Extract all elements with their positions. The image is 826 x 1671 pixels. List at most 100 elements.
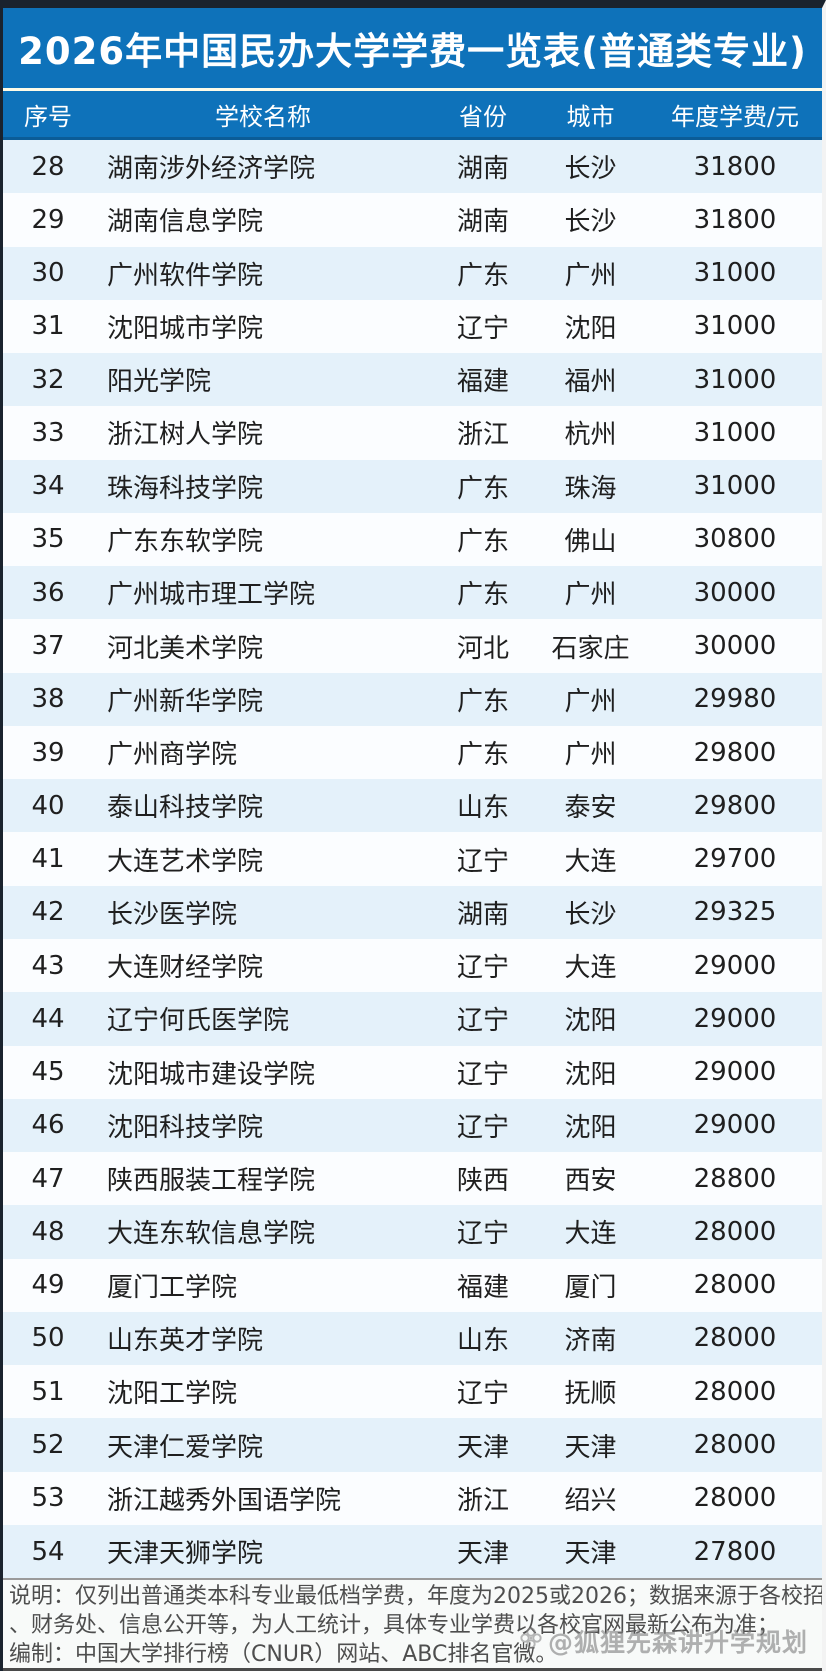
city-cell: 杭州: [564, 420, 617, 451]
city-cell: 沈阳: [564, 1006, 617, 1037]
table-row: 28 湖南涉外经济学院 湖南 长沙 31800: [3, 140, 822, 194]
rank-cell: 37: [31, 631, 65, 662]
table-row: 38 广州新华学院 广东 广州 29980: [3, 672, 822, 726]
fee-cell: 31000: [693, 258, 777, 289]
table-row: 44 辽宁何氏医学院 辽宁 沈阳 29000: [3, 992, 822, 1046]
page-title: 2026年中国民办大学学费一览表(普通类专业): [18, 30, 807, 73]
fee-cell: 29980: [693, 684, 777, 715]
rank-cell: 49: [31, 1270, 65, 1301]
school-cell: 浙江越秀外国语学院: [107, 1485, 342, 1516]
fee-cell: 29000: [693, 1110, 777, 1141]
school-cell: 沈阳工学院: [107, 1379, 238, 1410]
city-cell: 广州: [564, 260, 617, 291]
city-cell: 广州: [564, 740, 617, 771]
column-header-school: 学校名称: [215, 102, 311, 131]
fee-cell: 28000: [693, 1376, 777, 1407]
title-band: 2026年中国民办大学学费一览表(普通类专业): [3, 8, 822, 88]
city-cell: 泰安: [564, 793, 617, 824]
rank-cell: 42: [31, 897, 65, 928]
fee-cell: 27800: [693, 1536, 777, 1567]
province-cell: 辽宁: [456, 1219, 509, 1250]
fee-cell: 29000: [693, 950, 777, 981]
city-cell: 长沙: [564, 899, 617, 930]
fee-cell: 30800: [693, 524, 777, 555]
school-cell: 大连东软信息学院: [107, 1219, 316, 1250]
rank-cell: 39: [31, 737, 65, 768]
province-cell: 广东: [456, 260, 509, 291]
title-separator: [3, 88, 822, 91]
city-cell: 绍兴: [564, 1485, 617, 1516]
table-row: 52 天津仁爱学院 天津 天津 28000: [3, 1418, 822, 1472]
province-cell: 广东: [456, 580, 509, 611]
school-cell: 山东英才学院: [107, 1325, 264, 1356]
table-row: 42 长沙医学院 湖南 长沙 29325: [3, 885, 822, 939]
rank-cell: 33: [31, 417, 65, 448]
table-row: 45 沈阳城市建设学院 辽宁 沈阳 29000: [3, 1045, 822, 1099]
city-cell: 抚顺: [564, 1379, 617, 1410]
table-row: 50 山东英才学院 山东 济南 28000: [3, 1311, 822, 1366]
school-cell: 珠海科技学院: [107, 473, 264, 504]
table-row: 29 湖南信息学院 湖南 长沙 31800: [3, 193, 822, 247]
city-cell: 大连: [564, 846, 617, 877]
city-cell: 长沙: [564, 207, 617, 238]
fee-cell: 31000: [693, 471, 777, 502]
rank-cell: 45: [31, 1057, 65, 1088]
city-cell: 长沙: [564, 154, 617, 185]
table-row: 47 陕西服装工程学院 陕西 西安 28800: [3, 1152, 822, 1206]
fee-cell: 29800: [693, 737, 777, 768]
school-cell: 长沙医学院: [107, 899, 238, 930]
rank-cell: 44: [31, 1003, 65, 1034]
school-cell: 广州商学院: [107, 740, 238, 771]
footer-notes: 说明：仅列出普通类本科专业最低档学费，年度为2025或2026；数据来源于各校招…: [3, 1578, 822, 1668]
fee-cell: 31000: [693, 311, 777, 342]
city-cell: 沈阳: [564, 1112, 617, 1143]
fee-cell: 30000: [693, 577, 777, 608]
province-cell: 福建: [456, 367, 509, 398]
school-cell: 浙江树人学院: [107, 420, 264, 451]
table-row: 30 广州软件学院 广东 广州 31000: [3, 246, 822, 300]
city-cell: 天津: [564, 1432, 617, 1463]
city-cell: 珠海: [564, 473, 617, 504]
province-cell: 广东: [456, 740, 509, 771]
table-row: 54 天津天狮学院 天津 天津 27800: [3, 1524, 822, 1579]
rank-cell: 46: [31, 1110, 65, 1141]
school-cell: 大连财经学院: [107, 953, 264, 984]
table-row: 39 广州商学院 广东 广州 29800: [3, 725, 822, 780]
province-cell: 辽宁: [456, 846, 509, 877]
fee-cell: 28000: [693, 1430, 777, 1460]
city-cell: 大连: [564, 953, 617, 984]
province-cell: 湖南: [456, 154, 509, 185]
table-row: 41 大连艺术学院 辽宁 大连 29700: [3, 832, 822, 886]
city-cell: 厦门: [564, 1272, 617, 1303]
province-cell: 湖南: [456, 207, 509, 238]
province-cell: 广东: [456, 686, 509, 717]
school-cell: 沈阳城市建设学院: [107, 1059, 316, 1090]
rank-cell: 28: [31, 151, 65, 182]
table-row: 51 沈阳工学院 辽宁 抚顺 28000: [3, 1365, 822, 1419]
rank-cell: 35: [31, 524, 65, 555]
fee-cell: 28000: [693, 1216, 777, 1247]
province-cell: 辽宁: [456, 1006, 509, 1037]
table-row: 49 厦门工学院 福建 厦门 28000: [3, 1258, 822, 1312]
province-cell: 辽宁: [456, 953, 509, 984]
table-row: 53 浙江越秀外国语学院 浙江 绍兴 28000: [3, 1471, 822, 1525]
school-cell: 泰山科技学院: [107, 793, 264, 824]
rank-cell: 34: [31, 471, 65, 502]
city-cell: 广州: [564, 686, 617, 717]
city-cell: 石家庄: [551, 633, 630, 664]
fee-cell: 29325: [693, 897, 777, 928]
school-cell: 广州软件学院: [107, 260, 264, 291]
fee-cell: 31800: [693, 204, 777, 235]
rank-cell: 54: [31, 1536, 65, 1567]
city-cell: 佛山: [564, 526, 617, 557]
fee-cell: 29000: [693, 1003, 777, 1034]
province-cell: 陕西: [456, 1166, 509, 1197]
rank-cell: 43: [31, 950, 65, 981]
city-cell: 天津: [564, 1539, 617, 1570]
rank-cell: 53: [31, 1483, 65, 1514]
school-cell: 广州城市理工学院: [107, 580, 316, 611]
school-cell: 辽宁何氏医学院: [107, 1006, 290, 1037]
province-cell: 辽宁: [456, 1059, 509, 1090]
fee-cell: 28000: [693, 1323, 777, 1354]
table-row: 32 阳光学院 福建 福州 31000: [3, 353, 822, 407]
